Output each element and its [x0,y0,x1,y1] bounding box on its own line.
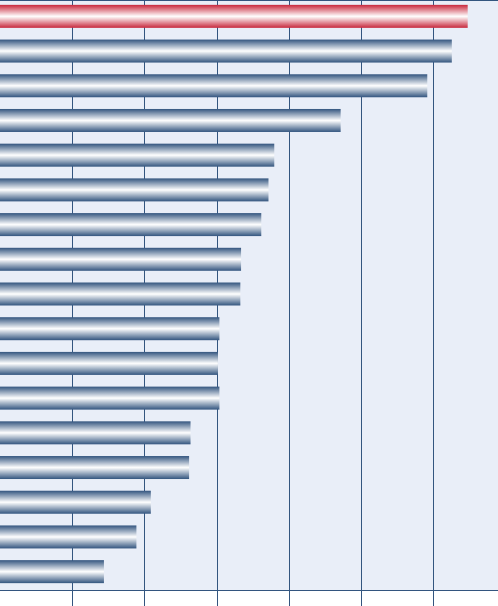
bar [0,456,190,480]
bar [0,282,241,306]
bar [0,560,104,584]
bar [0,247,242,271]
bar [0,351,218,375]
bar [0,74,428,98]
bar [0,178,269,202]
bar [0,108,341,132]
bar [0,490,151,514]
bar [0,213,262,237]
bar [0,525,137,549]
bar [0,317,220,341]
bar [0,39,452,63]
bar [0,143,275,167]
bar [0,4,468,28]
bar [0,421,191,445]
bar [0,386,220,410]
